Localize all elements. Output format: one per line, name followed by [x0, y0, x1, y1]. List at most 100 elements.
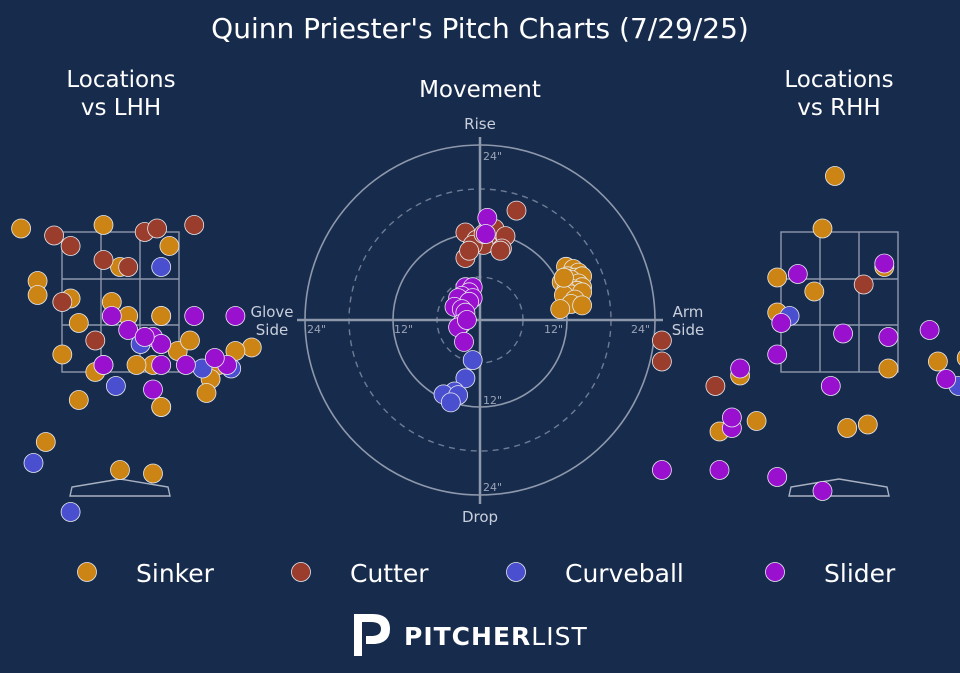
legend-curveball-label: Curveball [565, 559, 684, 588]
lhh-sinker-point [35, 432, 56, 452]
lhh-sinker-point [241, 337, 262, 358]
rhh-sinker-point [767, 267, 788, 288]
rhh-slider-point [878, 327, 899, 347]
legend: Sinker Cutter Curveball Slider [77, 559, 896, 588]
movement-curveball-point [462, 350, 483, 371]
movement-sinker-point [550, 299, 571, 320]
lhh-sinker-point [151, 397, 172, 417]
lhh-cutter-point [60, 236, 81, 256]
lhh-cutter-point [85, 330, 106, 351]
lhh-slider-point [151, 355, 172, 375]
rhh-sinker-point [878, 358, 899, 379]
rhh-cutter-point [652, 330, 672, 351]
lhh-sinker-point [143, 463, 163, 484]
legend-cutter-label: Cutter [350, 559, 429, 588]
brand-bold: PITCHER [404, 622, 531, 651]
rhh-location-panel [652, 166, 960, 501]
lhh-slider-point [175, 355, 196, 375]
rhh-slider-point [787, 264, 808, 284]
axis-label-glove-1: Glove [250, 303, 293, 321]
movement-sinker-point [572, 295, 592, 316]
legend-sinker-marker [77, 562, 97, 582]
rhh-sinker-point [746, 411, 767, 431]
lhh-title-line2: vs LHH [81, 95, 161, 121]
lhh-slider-point [204, 348, 225, 368]
rhh-slider-point [833, 323, 853, 344]
lhh-sinker-point [52, 344, 73, 365]
movement-panel: Rise Drop Glove Side Arm Side 24" 12" 24… [250, 115, 704, 526]
legend-curveball-marker [506, 562, 526, 582]
lhh-sinker-point [11, 218, 32, 239]
lhh-sinker-point [180, 330, 200, 351]
legend-cutter-marker [291, 562, 311, 582]
pitcherlist-p-icon [354, 614, 390, 656]
rhh-slider-point [874, 253, 895, 274]
rhh-strike-zone [780, 231, 899, 373]
rhh-sinker-point [857, 414, 878, 435]
lhh-slider-point [143, 379, 163, 400]
lhh-sinker-point [68, 313, 89, 333]
rhh-cutter-point [853, 274, 874, 295]
rhh-slider-point [730, 358, 750, 379]
rhh-slider-point [722, 407, 742, 428]
lhh-curveball-point [151, 257, 172, 277]
movement-title: Movement [419, 77, 541, 103]
rhh-slider-point [812, 481, 833, 501]
legend-slider-marker [765, 562, 785, 582]
legend-slider-label: Slider [824, 559, 896, 588]
tick-right-12: 12" [544, 323, 563, 336]
rhh-sinker-point [825, 166, 845, 186]
brand-text: PITCHERLIST [404, 622, 588, 651]
lhh-sinker-point [110, 460, 130, 480]
lhh-sinker-point [93, 215, 114, 235]
rhh-title-line1: Locations [784, 67, 893, 93]
lhh-cutter-point [44, 225, 64, 246]
lhh-slider-point [134, 327, 155, 347]
axis-label-glove-2: Side [256, 321, 288, 339]
lhh-cutter-point [93, 250, 114, 270]
movement-slider-point [475, 224, 496, 244]
pitcherlist-logo: PITCHERLIST [354, 614, 588, 656]
tick-left-12: 12" [394, 323, 413, 336]
rhh-sinker-point [804, 281, 825, 302]
lhh-sinker-point [196, 383, 217, 403]
axis-label-drop: Drop [462, 508, 498, 526]
lhh-location-panel [11, 215, 262, 522]
rhh-cutter-point [705, 376, 726, 396]
tick-right-24: 24" [631, 323, 650, 336]
rhh-slider-point [709, 460, 730, 480]
movement-slider-point [456, 310, 477, 330]
lhh-slider-point [101, 306, 122, 326]
rhh-cutter-point [652, 351, 672, 372]
lhh-cutter-point [52, 292, 73, 312]
tick-top-24: 24" [483, 150, 502, 163]
legend-sinker-label: Sinker [136, 559, 215, 588]
lhh-cutter-point [147, 218, 168, 239]
chart-title: Quinn Priester's Pitch Charts (7/29/25) [211, 12, 749, 45]
rhh-title-line2: vs RHH [797, 95, 880, 121]
tick-bottom-12: 12" [483, 394, 502, 407]
lhh-sinker-point [151, 306, 172, 326]
axis-label-rise: Rise [464, 115, 496, 133]
rhh-home-plate [788, 478, 890, 497]
lhh-curveball-point [60, 502, 81, 522]
movement-cutter-point [490, 240, 511, 261]
rhh-slider-point [919, 320, 940, 340]
tick-left-24: 24" [307, 323, 326, 336]
rhh-slider-point [771, 313, 792, 333]
rhh-slider-point [820, 376, 841, 396]
lhh-sinker-point [126, 355, 147, 375]
lhh-sinker-point [27, 285, 48, 305]
rhh-slider-point [767, 344, 788, 365]
lhh-cutter-point [118, 257, 139, 277]
lhh-cutter-point [184, 215, 205, 235]
lhh-sinker-point [159, 236, 180, 256]
axis-label-arm-2: Side [672, 321, 704, 339]
lhh-slider-point [225, 306, 246, 326]
lhh-home-plate [69, 478, 171, 497]
movement-curveball-point [455, 368, 476, 389]
axis-label-arm-1: Arm [673, 303, 704, 321]
lhh-slider-point [93, 355, 114, 375]
movement-sinker-point [554, 267, 574, 288]
